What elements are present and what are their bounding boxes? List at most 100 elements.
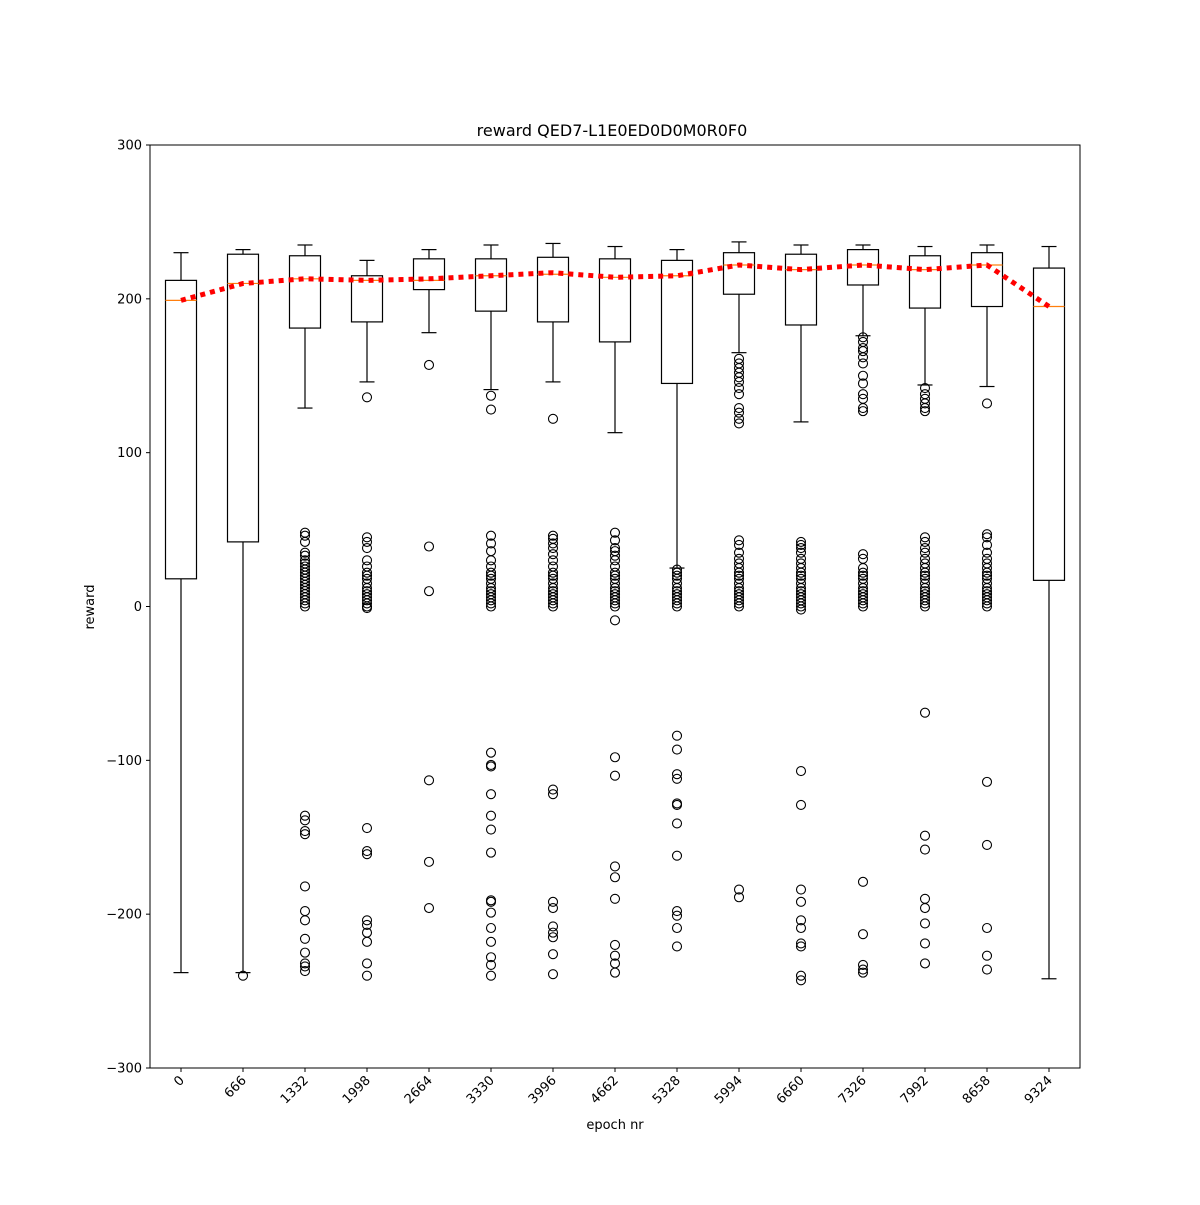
outlier-point: [609, 861, 621, 872]
outlier-point: [361, 958, 373, 969]
mean-trend-line: [180, 262, 1051, 309]
outlier-point: [361, 936, 373, 947]
box: [350, 275, 384, 323]
outlier-point: [547, 598, 559, 609]
outlier-point: [733, 389, 745, 400]
y-axis-label: reward: [83, 584, 98, 629]
outlier-point: [361, 567, 373, 578]
x-tick-label: 0: [171, 1073, 187, 1089]
outlier-point: [857, 358, 869, 369]
outlier-point: [733, 601, 745, 612]
outlier-point: [981, 595, 993, 606]
outlier-point: [671, 850, 683, 861]
outlier-point: [299, 966, 311, 977]
outlier-point: [361, 570, 373, 581]
outlier-point: [919, 536, 931, 547]
outlier-point: [547, 567, 559, 578]
outlier-point: [361, 970, 373, 981]
outlier-point: [919, 595, 931, 606]
outlier-point: [361, 846, 373, 857]
box: [536, 256, 570, 323]
x-tick-label: 9324: [1022, 1073, 1056, 1107]
y-tick-label: 100: [117, 446, 142, 461]
outlier-point: [795, 766, 807, 777]
outlier-point: [547, 538, 559, 549]
outlier-point: [361, 536, 373, 547]
outlier-point: [671, 744, 683, 755]
outlier-point: [299, 550, 311, 561]
outlier-point: [547, 969, 559, 980]
x-tick-label: 1332: [278, 1073, 312, 1107]
x-tick-label: 6660: [774, 1073, 808, 1107]
outlier-point: [919, 830, 931, 841]
outlier-point: [609, 527, 621, 538]
outlier-point: [485, 601, 497, 612]
outlier-point: [547, 549, 559, 560]
outlier-point: [299, 829, 311, 840]
outlier-point: [609, 615, 621, 626]
outlier-point: [981, 578, 993, 589]
x-tick-label: 3330: [464, 1073, 498, 1107]
box: [970, 252, 1004, 308]
outlier-point: [919, 547, 931, 558]
outlier-point: [981, 598, 993, 609]
outlier-point: [733, 884, 745, 895]
outlier-point: [299, 815, 311, 826]
outlier-point: [795, 578, 807, 589]
outlier-point: [671, 818, 683, 829]
outlier-point: [733, 539, 745, 551]
outlier-point: [795, 915, 807, 926]
outlier-point: [361, 595, 373, 606]
y-tick-label: −100: [106, 754, 142, 769]
x-tick-label: 1998: [340, 1073, 374, 1107]
outlier-point: [609, 542, 621, 554]
x-tick-label: 3996: [526, 1073, 560, 1107]
outlier-point: [857, 352, 869, 363]
outlier-point: [485, 970, 497, 981]
outlier-point: [547, 413, 559, 424]
outlier-point: [733, 383, 745, 394]
outlier-point: [485, 810, 497, 821]
outlier-point: [919, 542, 931, 554]
outlier-point: [981, 567, 993, 578]
outlier-point: [609, 950, 621, 961]
outlier-point: [609, 967, 621, 978]
outlier-point: [671, 595, 683, 606]
outlier-point: [361, 822, 373, 834]
outlier-point: [485, 538, 497, 549]
outlier-point: [609, 770, 621, 781]
outlier-point: [299, 881, 311, 892]
outlier-point: [485, 789, 497, 800]
outlier-point: [299, 947, 311, 958]
outlier-point: [919, 570, 931, 581]
outlier-point: [857, 346, 869, 357]
y-tick-label: 0: [134, 600, 142, 615]
outlier-point: [361, 915, 373, 926]
outlier-point: [795, 941, 807, 952]
outlier-point: [299, 915, 311, 926]
outlier-point: [857, 964, 869, 975]
outlier-point: [857, 595, 869, 606]
outlier-point: [485, 747, 497, 758]
outlier-point: [919, 938, 931, 949]
outlier-point: [795, 975, 807, 986]
outlier-point: [299, 530, 311, 541]
outlier-point: [733, 892, 745, 903]
outlier-point: [485, 824, 497, 835]
outlier-point: [919, 383, 931, 394]
outlier-point: [485, 922, 497, 934]
x-tick-label: 7992: [898, 1073, 932, 1107]
outlier-point: [671, 578, 683, 589]
outlier-point: [361, 578, 373, 589]
outlier-point: [733, 403, 745, 414]
outlier-point: [423, 902, 435, 914]
outlier-point: [299, 810, 311, 821]
outlier-point: [733, 418, 745, 429]
x-tick-label: 8658: [960, 1073, 994, 1107]
outlier-point: [919, 893, 931, 904]
outlier-point: [485, 847, 497, 858]
outlier-point: [981, 950, 993, 961]
outlier-point: [485, 952, 497, 963]
outlier-point: [547, 542, 559, 554]
